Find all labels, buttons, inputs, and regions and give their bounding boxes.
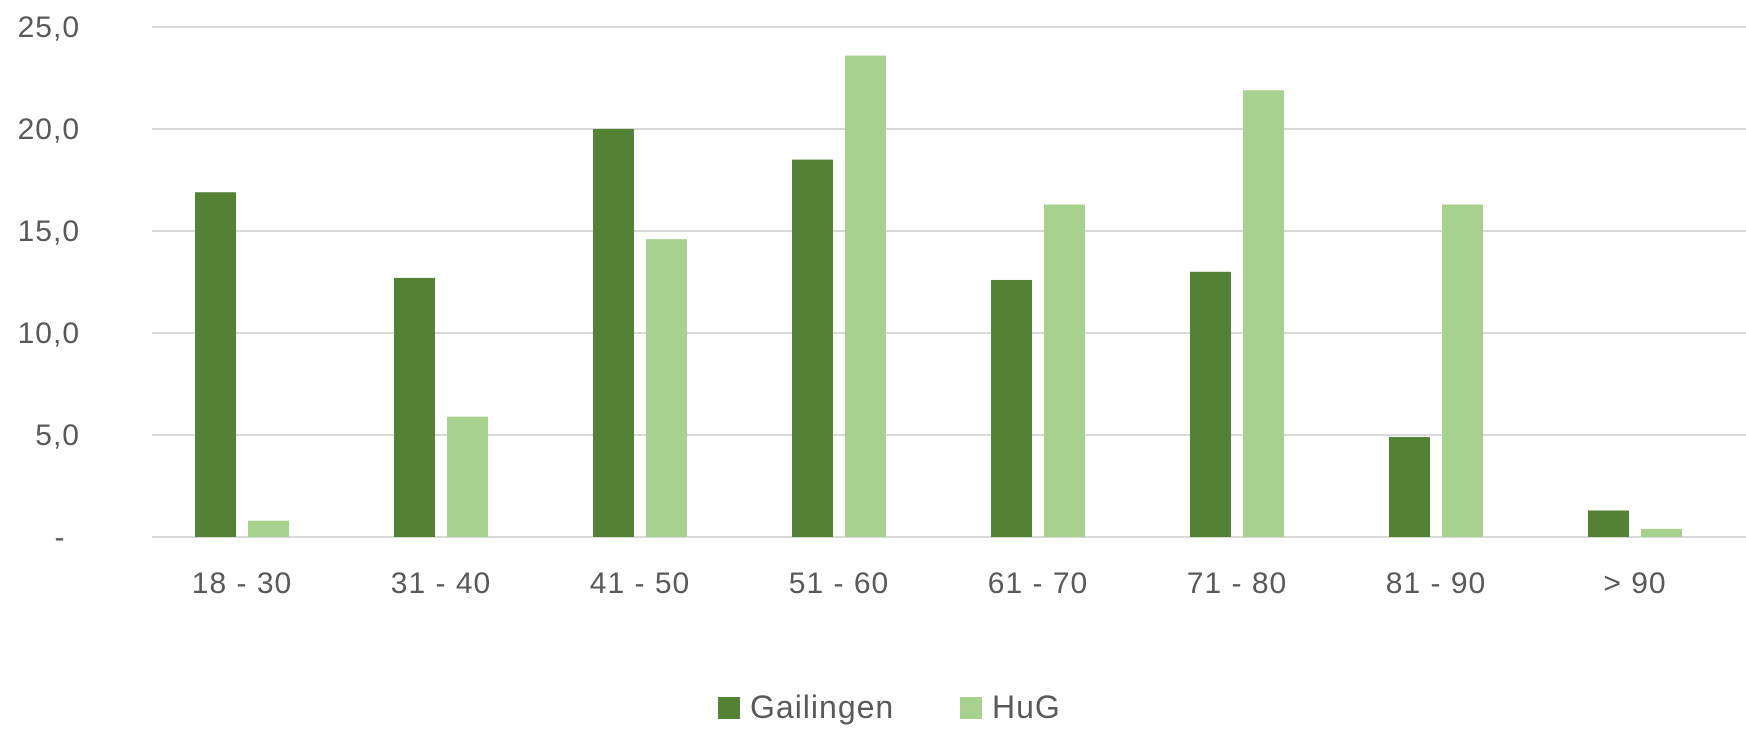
bar-gailingen-0 xyxy=(195,192,236,538)
y-tick-label: 15,0 xyxy=(18,215,80,248)
bar-hug-1 xyxy=(447,416,488,537)
bar-gailingen-7 xyxy=(1588,510,1629,537)
y-tick-label: 25,0 xyxy=(18,11,80,44)
y-tick-label: 10,0 xyxy=(18,317,80,350)
legend-swatch-gailingen xyxy=(718,697,740,719)
y-tick-label: 5,0 xyxy=(35,419,80,452)
x-tick-label: 18 - 30 xyxy=(192,567,292,600)
x-tick-label: 71 - 80 xyxy=(1187,567,1287,600)
legend-label-gailingen: Gailingen xyxy=(750,689,894,725)
x-tick-label: > 90 xyxy=(1603,567,1666,600)
bar-gailingen-2 xyxy=(593,129,634,537)
x-tick-label: 61 - 70 xyxy=(988,567,1088,600)
gridlines xyxy=(152,26,1746,538)
bar-hug-5 xyxy=(1243,90,1284,538)
x-tick-label: 51 - 60 xyxy=(789,567,889,600)
bar-gailingen-6 xyxy=(1389,437,1430,537)
bar-gailingen-5 xyxy=(1190,271,1231,537)
bar-gailingen-3 xyxy=(792,159,833,537)
y-axis: - 5,0 10,0 15,0 20,0 25,0 xyxy=(18,11,80,554)
y-tick-label: - xyxy=(55,521,66,554)
x-tick-label: 31 - 40 xyxy=(391,567,491,600)
legend-label-hug: HuG xyxy=(992,689,1061,725)
bar-hug-3 xyxy=(845,55,886,538)
legend-swatch-hug xyxy=(960,697,982,719)
bar-hug-4 xyxy=(1044,204,1085,538)
bar-hug-6 xyxy=(1442,204,1483,538)
bar-gailingen-1 xyxy=(394,277,435,537)
x-tick-label: 41 - 50 xyxy=(590,567,690,600)
y-tick-label: 20,0 xyxy=(18,113,80,146)
bar-hug-7 xyxy=(1641,528,1682,537)
bar-gailingen-4 xyxy=(991,279,1032,537)
bar-hug-0 xyxy=(248,520,289,537)
bars xyxy=(195,55,1682,538)
legend: Gailingen HuG xyxy=(718,689,1061,725)
x-axis: 18 - 30 31 - 40 41 - 50 51 - 60 61 - 70 71 - … xyxy=(192,567,1666,600)
x-tick-label: 81 - 90 xyxy=(1386,567,1486,600)
bar-hug-2 xyxy=(646,239,687,537)
